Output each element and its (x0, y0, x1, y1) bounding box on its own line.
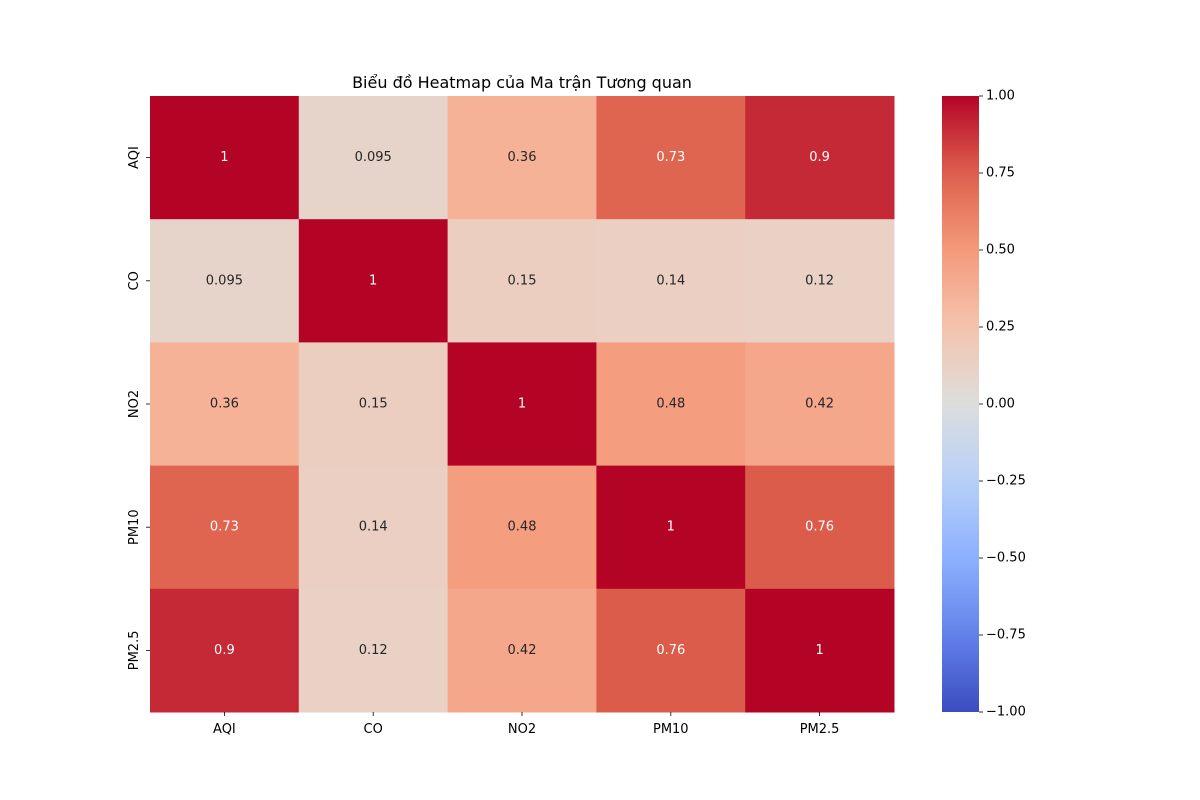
cell-value-label: 0.14 (656, 273, 685, 288)
colorbar-gradient (942, 96, 979, 712)
cell-value-label: 0.12 (805, 273, 834, 288)
colorbar-tick-label: 1.00 (986, 89, 1015, 104)
colorbar-tick-label: −1.00 (986, 705, 1026, 720)
cell-value-label: 0.76 (656, 643, 685, 658)
cell-value-label: 0.095 (206, 273, 243, 288)
cell-value-label: 1 (667, 520, 675, 535)
heatmap-cell (150, 342, 300, 467)
cell-value-label: 0.36 (508, 150, 537, 165)
colorbar-tick-label: 0.25 (986, 320, 1015, 335)
colorbar-ticks: 1.00 0.75 0.50 0.25 0.00 −0.25 −0.50 −0.75 −1.00 (979, 89, 1026, 720)
y-tick-label: NO2 (127, 390, 142, 418)
heatmap-cells: 1 0.095 0.36 0.73 0.9 0.095 1 0.15 0.14 0.12 0.36 0… (150, 96, 895, 713)
chart-title: Biểu đồ Heatmap của Ma trận Tương quan (352, 73, 692, 92)
colorbar-tick-label: −0.50 (986, 551, 1026, 566)
heatmap-cell (150, 96, 300, 220)
cell-value-label: 0.12 (359, 643, 388, 658)
heatmap-cell (596, 219, 746, 343)
y-tick-label: PM10 (127, 509, 142, 545)
colorbar-tick-label: 0.50 (986, 243, 1015, 258)
cell-value-label: 0.42 (508, 643, 537, 658)
cell-value-label: 0.15 (359, 397, 388, 412)
colorbar: 1.00 0.75 0.50 0.25 0.00 −0.25 −0.50 −0.75 −1.00 (942, 89, 1026, 720)
heatmap-cell (298, 588, 449, 713)
cell-value-label: 0.14 (359, 520, 388, 535)
heatmap-cell (745, 342, 895, 467)
heatmap-cell (745, 465, 895, 590)
heatmap-cell (298, 219, 449, 343)
y-tick-label: AQI (127, 146, 142, 169)
heatmap-cell (447, 588, 597, 713)
heatmap-cell (150, 219, 300, 343)
y-tick-label: PM2.5 (127, 631, 142, 671)
heatmap-cell (596, 588, 746, 713)
heatmap-cell (447, 465, 597, 590)
cell-value-label: 1 (815, 643, 823, 658)
cell-value-label: 0.095 (355, 150, 392, 165)
cell-value-label: 0.36 (210, 397, 239, 412)
cell-value-label: 0.15 (508, 273, 537, 288)
heatmap-cell (298, 96, 449, 220)
cell-value-label: 0.9 (214, 643, 235, 658)
cell-value-label: 0.48 (656, 397, 685, 412)
x-tick-label: NO2 (508, 722, 536, 737)
heatmap-cell (150, 465, 300, 590)
heatmap-cell (447, 96, 597, 220)
x-tick-label: CO (364, 722, 383, 737)
heatmap-cell (596, 465, 746, 590)
cell-value-label: 0.76 (805, 520, 834, 535)
heatmap-cell (745, 96, 895, 220)
x-axis: AQI CO NO2 PM10 PM2.5 (213, 712, 839, 737)
cell-value-label: 1 (220, 150, 228, 165)
cell-value-label: 0.73 (656, 150, 685, 165)
heatmap-cell (745, 219, 895, 343)
y-tick-label: CO (127, 271, 142, 290)
x-tick-label: PM10 (653, 722, 689, 737)
heatmap-cell (596, 96, 746, 220)
colorbar-tick-label: 0.00 (986, 397, 1015, 412)
cell-value-label: 0.42 (805, 397, 834, 412)
cell-value-label: 0.9 (809, 150, 830, 165)
cell-value-label: 1 (369, 273, 377, 288)
heatmap-cell (596, 342, 746, 467)
x-tick-label: AQI (213, 722, 236, 737)
x-tick-label: PM2.5 (800, 722, 840, 737)
heatmap-cell (745, 588, 895, 713)
cell-value-label: 0.48 (508, 520, 537, 535)
cell-value-label: 0.73 (210, 520, 239, 535)
cell-value-label: 1 (518, 397, 526, 412)
heatmap-cell (447, 342, 597, 467)
heatmap-cell (447, 219, 597, 343)
heatmap-cell (298, 342, 449, 467)
heatmap-cell (150, 588, 300, 713)
colorbar-tick-label: 0.75 (986, 166, 1015, 181)
colorbar-tick-label: −0.25 (986, 474, 1026, 489)
y-axis: AQI CO NO2 PM10 PM2.5 (127, 146, 150, 670)
heatmap-cell (298, 465, 449, 590)
colorbar-tick-label: −0.75 (986, 628, 1026, 643)
